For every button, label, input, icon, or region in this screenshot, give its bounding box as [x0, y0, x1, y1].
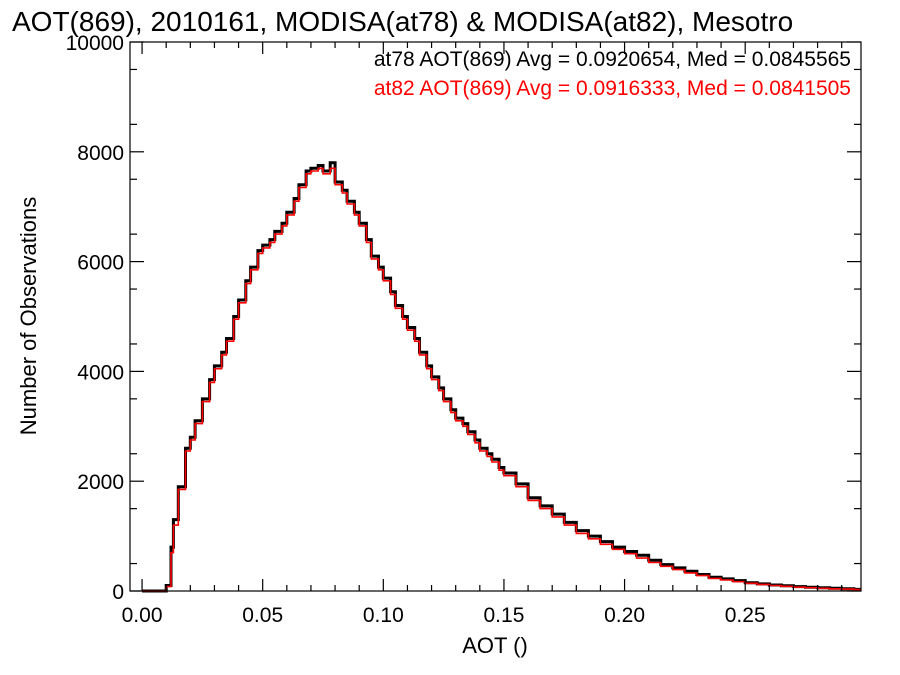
series-line-at78 [142, 161, 861, 593]
plot-frame [129, 41, 862, 592]
annotation-at78: at78 AOT(869) Avg = 0.0920654, Med = 0.0… [374, 48, 851, 71]
x-axis-label: AOT () [462, 633, 528, 658]
y-tick-label: 10000 [66, 32, 124, 55]
y-tick-label: 2000 [77, 471, 124, 494]
tick-labels-layer: 0.00 0.05 0.10 0.15 0.20 0.25 0 2000 4000 6000 800… [66, 32, 766, 627]
y-tick-label: 6000 [77, 252, 124, 275]
y-tick-label: 8000 [77, 142, 124, 165]
x-tick-label: 0.00 [122, 604, 163, 627]
x-tick-label: 0.05 [242, 604, 283, 627]
series-line-at82 [142, 167, 861, 592]
y-axis-label: Number of Observations [16, 197, 41, 435]
chart-title: AOT(869), 2010161, MODISA(at78) & MODISA… [12, 6, 793, 37]
annotation-at82: at82 AOT(869) Avg = 0.0916333, Med = 0.0… [374, 77, 851, 100]
ticks-layer [130, 41, 861, 592]
series-layer [142, 161, 861, 593]
y-tick-label: 4000 [77, 361, 124, 384]
x-tick-label: 0.25 [725, 604, 766, 627]
x-tick-label: 0.10 [363, 604, 404, 627]
y-tick-label: 0 [112, 581, 124, 604]
x-tick-label: 0.15 [484, 604, 525, 627]
x-tick-label: 0.20 [604, 604, 645, 627]
